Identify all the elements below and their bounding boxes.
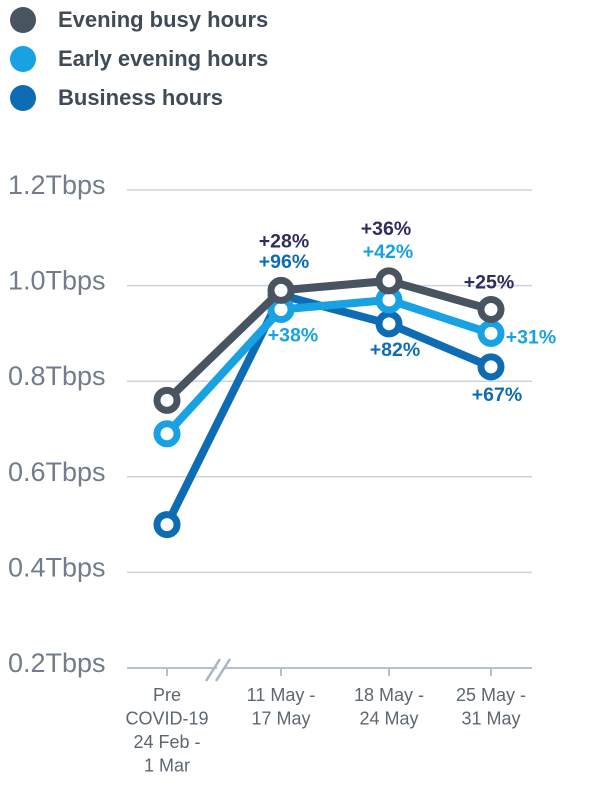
axis-break-icon [204,658,222,682]
series-line-business-hours [163,291,495,529]
x-axis-category-label: 25 May -31 May [456,685,526,729]
y-axis-tick-label: 1.2Tbps [8,170,106,200]
legend-label: Evening busy hours [58,6,269,32]
y-axis-tick-label: 0.6Tbps [8,457,106,487]
axis-break-icon [214,658,232,682]
legend-item: Business hours [10,78,268,117]
legend-swatch-icon [10,84,36,111]
data-point [153,386,181,414]
data-label: +36% [361,218,411,240]
legend-item: Evening busy hours [10,0,268,39]
data-label: +25% [464,272,514,294]
series-line-evening-busy-hours [163,276,495,405]
data-point [375,310,403,338]
data-point [477,319,505,347]
legend-label: Early evening hours [58,45,269,71]
data-label: +38% [268,325,318,347]
x-axis-category-label: Pre COVID-19 24 Feb -1 Mar [125,685,208,776]
data-label: +67% [472,384,522,406]
series-line-early-evening-hours [163,295,495,438]
y-axis-tick-label: 0.4Tbps [8,552,106,582]
data-label: +31% [506,326,556,348]
data-point [267,276,295,304]
y-axis-tick-label: 0.8Tbps [8,361,106,391]
data-label: +96% [259,251,309,273]
legend-swatch-icon [10,45,36,72]
data-point [153,420,181,448]
data-label: +82% [370,339,420,361]
legend-item: Early evening hours [10,39,268,78]
axis-break-gap [209,658,229,682]
y-axis-tick-label: 1.0Tbps [8,266,106,296]
data-point [477,353,505,381]
legend-label: Business hours [58,84,224,110]
data-label: +42% [363,241,413,263]
x-axis-category-label: 18 May -24 May [354,685,424,729]
x-axis-category-label: 11 May -17 May [247,685,316,729]
data-label: +28% [259,230,309,252]
y-axis-tick-label: 0.2Tbps [8,648,106,678]
legend-swatch-icon [10,6,36,33]
legend: Evening busy hours Early evening hours Bus… [10,0,268,117]
data-point [153,511,181,539]
data-point [477,296,505,323]
data-point [375,267,403,295]
